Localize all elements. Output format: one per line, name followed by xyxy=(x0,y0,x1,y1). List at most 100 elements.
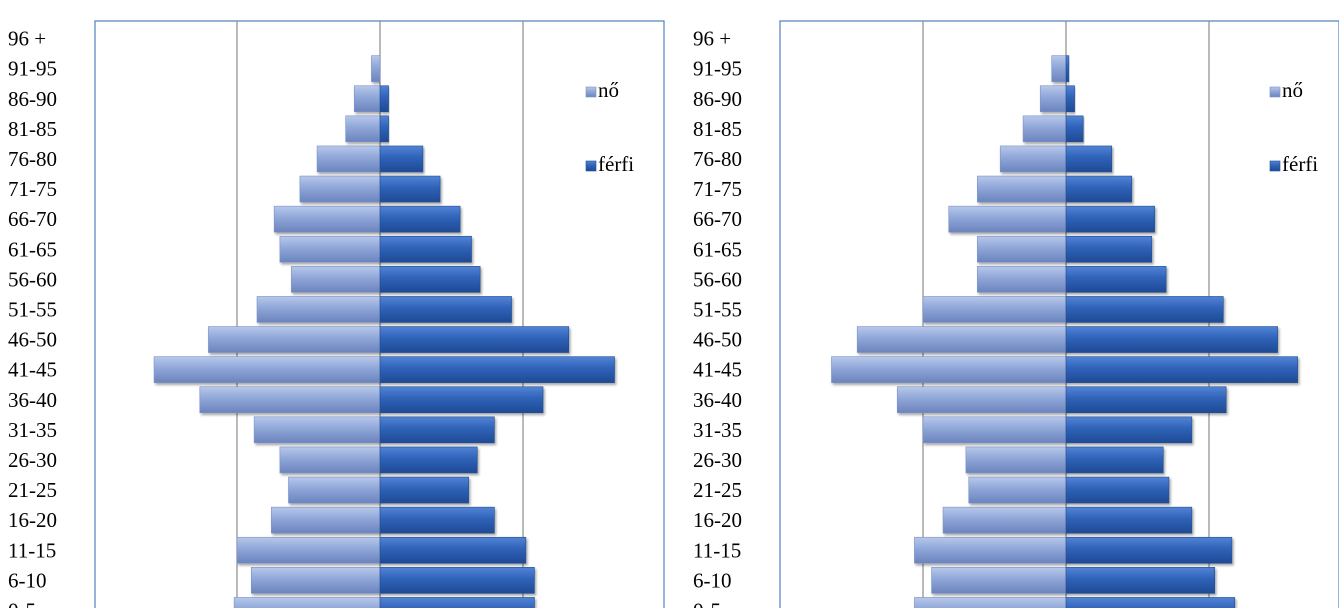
category-label: 86-90 xyxy=(8,87,57,111)
bar-no xyxy=(291,266,381,293)
category-label: 91-95 xyxy=(693,57,742,81)
category-label: 11-15 xyxy=(8,538,56,562)
bar-no xyxy=(922,296,1067,323)
bar-no xyxy=(1022,115,1067,143)
category-label: 0-5 xyxy=(693,598,721,608)
category-label: 21-25 xyxy=(8,478,57,502)
bar-ferfi xyxy=(379,235,472,263)
bar-ferfi xyxy=(379,567,535,594)
category-label: 0-5 xyxy=(8,598,36,608)
category-label: 76-80 xyxy=(8,147,57,171)
bar-no xyxy=(271,506,381,534)
bar-ferfi xyxy=(1065,386,1227,414)
bar-ferfi xyxy=(1065,446,1164,474)
category-label: 31-35 xyxy=(8,418,57,442)
category-label: 76-80 xyxy=(693,147,742,171)
category-label: 81-85 xyxy=(693,117,742,141)
bar-ferfi xyxy=(1065,326,1278,353)
bar-no xyxy=(896,386,1067,414)
category-label: 81-85 xyxy=(8,117,57,141)
category-label: 61-65 xyxy=(693,237,742,261)
pyramid-chart-2: 0-5 6-10 11-15 16-20 21-25 26-30 31-35 36-40 41-… xyxy=(693,20,1339,608)
bar-no xyxy=(977,175,1067,203)
category-label: 86-90 xyxy=(693,87,742,111)
category-label: 21-25 xyxy=(693,478,742,502)
bar-no xyxy=(251,567,381,594)
bar-no xyxy=(273,205,381,233)
category-label: 16-20 xyxy=(693,508,742,532)
category-label: 26-30 xyxy=(8,448,57,472)
bar-ferfi xyxy=(1065,55,1070,82)
bar-no xyxy=(208,326,381,353)
bar-no xyxy=(345,115,381,143)
bar-ferfi xyxy=(379,476,469,504)
bar-ferfi xyxy=(1065,296,1224,323)
category-label: 16-20 xyxy=(8,508,57,532)
bar-ferfi xyxy=(379,386,544,414)
bar-ferfi xyxy=(1065,416,1193,444)
category-label: 91-95 xyxy=(8,57,57,81)
bar-ferfi xyxy=(379,446,478,474)
legend-label-ferfi: férfi xyxy=(1282,152,1318,176)
category-label: 36-40 xyxy=(8,388,57,412)
bar-ferfi xyxy=(379,115,389,143)
bar-no xyxy=(914,536,1067,564)
category-label: 41-45 xyxy=(8,358,57,382)
bar-no xyxy=(153,356,381,383)
bar-no xyxy=(968,476,1067,504)
category-label: 56-60 xyxy=(8,267,57,291)
category-label: 6-10 xyxy=(8,568,47,592)
bar-ferfi xyxy=(379,506,495,534)
bar-no xyxy=(922,416,1067,444)
bar-no xyxy=(353,85,381,113)
bar-no xyxy=(253,416,381,444)
category-label: 46-50 xyxy=(693,328,742,352)
bar-no xyxy=(1051,55,1067,82)
bar-ferfi xyxy=(1065,175,1133,203)
category-label: 61-65 xyxy=(8,237,57,261)
bar-no xyxy=(256,296,381,323)
category-label: 66-70 xyxy=(693,207,742,231)
category-label: 71-75 xyxy=(8,177,57,201)
category-label: 31-35 xyxy=(693,418,742,442)
bar-ferfi xyxy=(1065,506,1193,534)
bar-ferfi xyxy=(1065,85,1075,113)
legend-label-ferfi: férfi xyxy=(598,152,634,176)
bar-ferfi xyxy=(379,416,495,444)
bar-no xyxy=(999,145,1067,173)
bar-ferfi xyxy=(379,175,441,203)
bar-no xyxy=(948,205,1067,233)
legend-swatch-no xyxy=(585,86,597,98)
category-label: 36-40 xyxy=(693,388,742,412)
pyramid-chart-1: 0-5 6-10 11-15 16-20 21-25 26-30 31-35 36-40 41-… xyxy=(8,20,665,608)
legend-swatch-ferfi xyxy=(1269,160,1281,172)
category-label: 6-10 xyxy=(693,568,732,592)
bar-ferfi xyxy=(1065,235,1153,263)
bar-ferfi xyxy=(379,85,389,113)
bar-no xyxy=(279,235,381,263)
category-label: 96 + xyxy=(693,27,731,51)
bar-no xyxy=(914,597,1067,608)
legend-label-no: nő xyxy=(598,78,619,102)
bar-no xyxy=(233,597,381,608)
bar-ferfi xyxy=(1065,356,1298,383)
legend-swatch-no xyxy=(1269,86,1281,98)
bar-ferfi xyxy=(1065,266,1167,293)
category-label: 66-70 xyxy=(8,207,57,231)
bar-ferfi xyxy=(379,356,615,383)
bar-no xyxy=(1039,85,1067,113)
category-label: 51-55 xyxy=(693,297,742,321)
bar-ferfi xyxy=(379,326,570,353)
bar-no xyxy=(316,145,381,173)
bar-ferfi xyxy=(1065,476,1170,504)
bar-ferfi xyxy=(1065,567,1216,594)
bar-no xyxy=(299,175,381,203)
bar-ferfi xyxy=(379,205,461,233)
bar-ferfi xyxy=(1065,115,1084,143)
bar-no xyxy=(199,386,381,414)
bar-no xyxy=(977,266,1067,293)
category-label: 26-30 xyxy=(693,448,742,472)
category-label: 56-60 xyxy=(693,267,742,291)
bar-ferfi xyxy=(379,266,481,293)
